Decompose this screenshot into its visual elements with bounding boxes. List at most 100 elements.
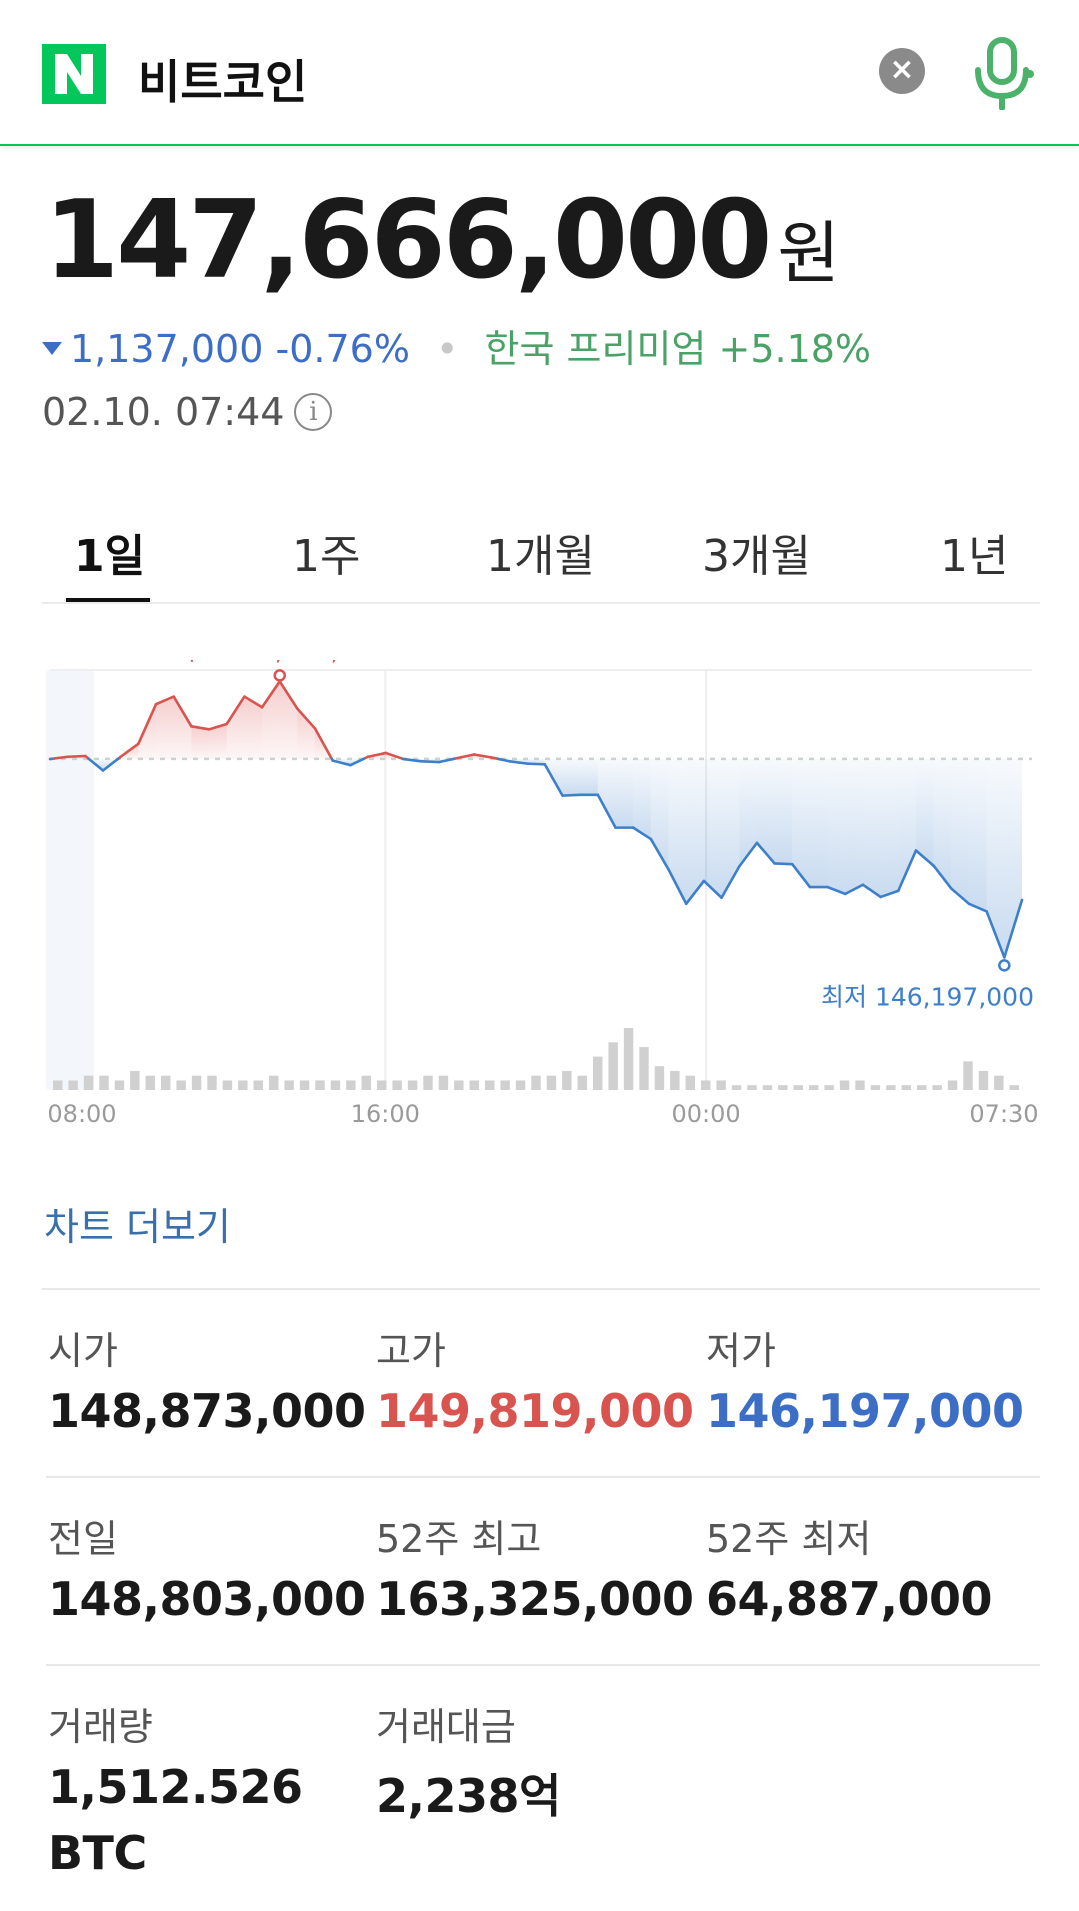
chart-volume-bar bbox=[161, 1075, 171, 1090]
chart-area-down bbox=[580, 758, 598, 795]
stat-value-high: 149,819,000 bbox=[376, 1384, 694, 1438]
chart-area-down bbox=[809, 758, 828, 888]
change-percent: -0.76% bbox=[275, 327, 410, 371]
chart-line-down-segment bbox=[879, 889, 900, 899]
clear-search-button[interactable]: × bbox=[879, 48, 925, 94]
chart-volume-bar bbox=[515, 1080, 526, 1090]
chart-line-up-segment bbox=[296, 707, 317, 730]
stat-value-52w-low: 64,887,000 bbox=[706, 1572, 993, 1626]
chart-line-up-segment bbox=[384, 751, 405, 761]
stat-value-trade-value: 2,238억 bbox=[376, 1769, 561, 1823]
chart-volume-bar bbox=[716, 1080, 726, 1090]
chart-line-down-segment bbox=[720, 865, 741, 900]
chart-area-down bbox=[862, 758, 881, 897]
chart-line-down-segment bbox=[1003, 898, 1024, 959]
chart-line-down-segment bbox=[525, 762, 547, 766]
chart-line-down-segment bbox=[437, 757, 456, 764]
chart-line-down-segment bbox=[87, 757, 105, 772]
chart-volume-bar bbox=[994, 1075, 1004, 1090]
chart-volume-bar bbox=[623, 1028, 634, 1090]
tab-1day[interactable]: 1일 bbox=[74, 531, 146, 582]
microphone-icon[interactable] bbox=[970, 36, 1034, 110]
chart-volume-bar bbox=[886, 1085, 896, 1090]
tab-3months[interactable]: 3개월 bbox=[702, 531, 811, 582]
chart-x-tick-label: 08:00 bbox=[47, 1100, 116, 1128]
naver-logo-icon[interactable] bbox=[42, 44, 106, 104]
chart-line-up-segment bbox=[260, 680, 282, 709]
price-chart[interactable]: 최고 149,819,000 최저 146,197,000 08:00 16:00 00… bbox=[42, 660, 1052, 1140]
chart-x-tick-label: 00:00 bbox=[672, 1100, 741, 1128]
chart-line-up-segment bbox=[207, 722, 229, 731]
chart-line-down-segment bbox=[508, 760, 529, 765]
chart-volume-bar bbox=[809, 1085, 819, 1090]
chart-volume-bar bbox=[1009, 1085, 1019, 1090]
chart-volume-bar bbox=[361, 1075, 371, 1090]
chart-line-up-segment bbox=[154, 695, 176, 706]
chart-volume-bar bbox=[963, 1061, 973, 1090]
chart-line-down-segment bbox=[702, 879, 723, 900]
chart-area-down bbox=[615, 758, 634, 828]
period-tabs: 1일 1주 1개월 3개월 1년 bbox=[42, 500, 1040, 604]
chart-volume-bar bbox=[947, 1080, 958, 1090]
chart-volume-bar bbox=[917, 1085, 927, 1090]
price-timestamp: 02.10. 07:44 bbox=[42, 390, 285, 434]
chart-line-down-segment bbox=[101, 757, 120, 772]
chart-line-down-segment bbox=[790, 862, 812, 889]
chart-volume-bar bbox=[639, 1047, 649, 1090]
price-unit: 원 bbox=[777, 215, 840, 294]
chart-volume-bar bbox=[978, 1070, 989, 1090]
korea-premium-label: 한국 프리미엄 bbox=[484, 327, 707, 371]
stat-value-52w-high: 163,325,000 bbox=[376, 1572, 694, 1626]
chart-line-down-segment bbox=[631, 826, 653, 841]
chart-area-down bbox=[1004, 758, 1022, 958]
stat-label-52w-low: 52주 최저 bbox=[706, 1517, 872, 1561]
stat-value-prev-close: 148,803,000 bbox=[48, 1572, 366, 1626]
chart-area-down bbox=[968, 758, 987, 912]
chart-volume-bar bbox=[438, 1075, 449, 1090]
more-chart-link[interactable]: 차트 더보기 bbox=[44, 1205, 231, 1249]
stat-value-volume-unit: BTC bbox=[48, 1826, 147, 1880]
chart-volume-bar bbox=[577, 1075, 587, 1090]
chart-volume-bar bbox=[500, 1080, 510, 1090]
chart-line-up-segment bbox=[278, 680, 299, 711]
chart-volume-bar bbox=[901, 1085, 911, 1090]
chart-line-down-segment bbox=[561, 793, 582, 797]
chart-area-up bbox=[209, 724, 227, 759]
chart-area-down bbox=[703, 758, 722, 898]
stat-value-low: 146,197,000 bbox=[706, 1384, 1024, 1438]
chart-line-up-segment bbox=[172, 695, 193, 728]
chart-volume-bar bbox=[191, 1075, 202, 1090]
chart-line-up-segment bbox=[455, 753, 476, 760]
chart-volume-bar bbox=[377, 1080, 387, 1090]
chart-low-label: 최저 146,197,000 bbox=[821, 982, 1034, 1011]
chart-line-up-segment bbox=[243, 695, 264, 709]
chart-area-up bbox=[262, 681, 280, 759]
chart-volume-bar bbox=[83, 1075, 94, 1090]
chart-line-down-segment bbox=[402, 757, 423, 763]
chart-volume-bar bbox=[207, 1075, 217, 1090]
chart-line-up-segment bbox=[190, 724, 211, 731]
stat-value-open: 148,873,000 bbox=[48, 1384, 366, 1438]
chart-volume-bar bbox=[546, 1075, 557, 1090]
search-query[interactable]: 비트코인 bbox=[138, 55, 308, 109]
down-arrow-icon bbox=[42, 342, 62, 355]
stat-label-trade-value: 거래대금 bbox=[376, 1705, 516, 1749]
chart-volume-bar bbox=[747, 1085, 757, 1090]
chart-volume-bar bbox=[145, 1075, 155, 1090]
chart-volume-bar bbox=[330, 1080, 341, 1090]
stat-label-prev-close: 전일 bbox=[48, 1517, 118, 1561]
info-icon[interactable]: i bbox=[294, 392, 333, 431]
tab-1month[interactable]: 1개월 bbox=[486, 531, 595, 582]
chart-line-up-segment bbox=[137, 702, 158, 746]
chart-line-down-segment bbox=[896, 849, 918, 893]
chart-area-down bbox=[739, 758, 757, 867]
chart-volume-bar bbox=[531, 1075, 541, 1090]
chart-volume-bar bbox=[731, 1085, 742, 1090]
search-header: 비트코인 × bbox=[0, 0, 1079, 146]
stat-label-high: 고가 bbox=[376, 1329, 446, 1373]
chart-line-down-segment bbox=[667, 868, 688, 906]
chart-volume-bar bbox=[562, 1070, 572, 1090]
tab-1week[interactable]: 1주 bbox=[292, 531, 361, 582]
tab-1year[interactable]: 1년 bbox=[940, 531, 1009, 582]
stats-divider bbox=[42, 1288, 1040, 1290]
